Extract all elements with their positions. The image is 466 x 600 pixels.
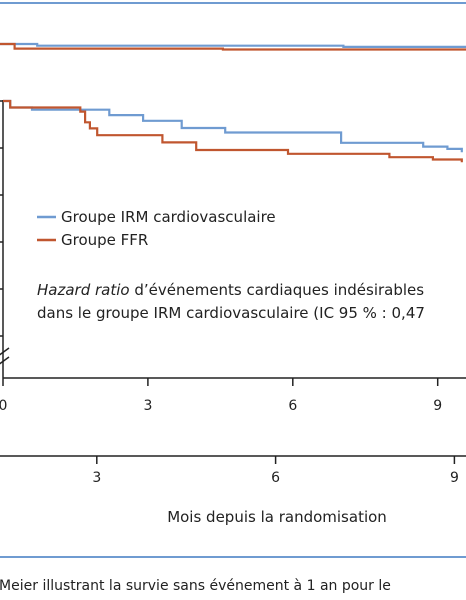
legend-label-irm: Groupe IRM cardiovasculaire xyxy=(61,208,276,226)
x-tick-label-inner-9: 9 xyxy=(433,398,442,414)
legend-label-ffr: Groupe FFR xyxy=(61,231,148,249)
hazard-ratio-annotation-line2: dans le groupe IRM cardiovasculaire (IC … xyxy=(37,304,425,322)
lower-curve-irm xyxy=(3,99,463,153)
hazard-ratio-italic: Hazard ratio xyxy=(37,281,130,299)
hazard-ratio-annotation-line1: Hazard ratio d’événements cardiaques ind… xyxy=(37,281,424,299)
x-tick-label-inner-3: 3 xyxy=(143,398,152,414)
upper-curve-irm xyxy=(0,42,466,48)
x-tick-label-inner-0: 0 xyxy=(0,398,7,414)
upper-panel-curves xyxy=(0,42,466,51)
x-tick-label-inner-6: 6 xyxy=(288,398,297,414)
axis-break-mark xyxy=(0,347,10,365)
x-tick-label-outer-6: 6 xyxy=(271,470,280,486)
upper-curve-ffr xyxy=(0,42,466,51)
x-tick-label-outer-9: 9 xyxy=(450,470,459,486)
y-axis-ticks xyxy=(0,100,3,337)
hazard-ratio-line1-rest: d’événements cardiaques indésirables xyxy=(130,281,425,299)
x-axis-label: Mois depuis la randomisation xyxy=(167,508,387,526)
legend: Groupe IRM cardiovasculaire Groupe FFR xyxy=(37,208,276,249)
x-axis-inner-ticks: 0 3 6 9 xyxy=(0,378,442,414)
x-axis-outer-ticks: 3 6 9 xyxy=(92,456,459,486)
lower-panel-curves xyxy=(3,99,463,163)
lower-curve-ffr xyxy=(3,99,463,163)
figure-caption-text: -Meier illustrant la survie sans événeme… xyxy=(0,578,391,594)
x-tick-label-outer-3: 3 xyxy=(92,470,101,486)
